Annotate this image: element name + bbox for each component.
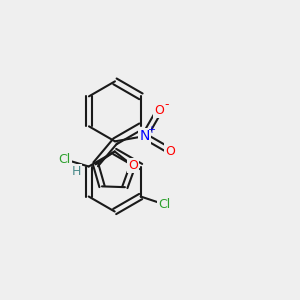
- Text: Cl: Cl: [159, 198, 171, 211]
- Text: O: O: [166, 145, 176, 158]
- Text: O: O: [128, 159, 138, 172]
- Text: N: N: [139, 129, 150, 143]
- Text: +: +: [147, 124, 155, 134]
- Text: O: O: [154, 104, 164, 117]
- Text: H: H: [71, 165, 81, 178]
- Text: -: -: [165, 98, 169, 111]
- Text: Cl: Cl: [58, 153, 70, 166]
